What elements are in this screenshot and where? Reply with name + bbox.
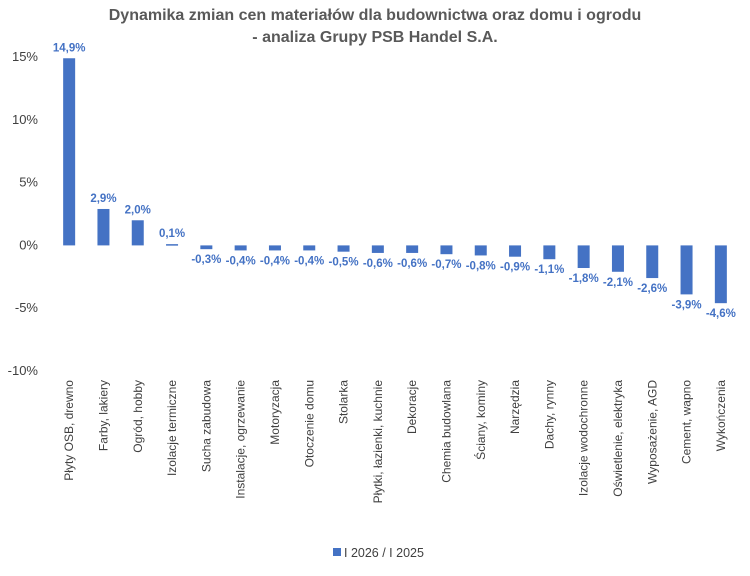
- bar: [131, 220, 144, 246]
- data-label: -2,6%: [637, 283, 667, 295]
- bar: [474, 245, 487, 256]
- bar: [234, 245, 247, 251]
- bar: [268, 245, 281, 251]
- bar: [680, 245, 693, 295]
- x-tick-label: Oświetlenie, elektryka: [611, 380, 625, 497]
- x-tick-label: Płyty OSB, drewno: [62, 380, 76, 481]
- bar: [611, 245, 624, 272]
- data-label: 2,9%: [90, 193, 116, 205]
- data-label: -0,7%: [431, 259, 461, 271]
- bar: [63, 58, 76, 246]
- bar: [97, 208, 110, 246]
- bar: [303, 245, 316, 251]
- x-tick-label: Otoczenie domu: [302, 380, 316, 467]
- y-tick-label: 0%: [19, 237, 38, 252]
- legend-swatch: [333, 548, 341, 556]
- data-label: -0,4%: [260, 255, 290, 267]
- y-tick-label: -5%: [15, 300, 39, 315]
- data-label: 2,0%: [125, 204, 151, 216]
- bars-group: 14,9% 2,9% 2,0% 0,1% -0,3% -0,4% -0,4% -0,4% -0,…: [53, 42, 736, 320]
- bar: [440, 245, 453, 255]
- bar: [166, 244, 179, 246]
- x-tick-label: Izolacje wodochronne: [577, 380, 591, 496]
- data-label: -4,6%: [706, 308, 736, 320]
- bar: [371, 245, 384, 253]
- x-tick-label: Ściany, kominy: [473, 380, 488, 460]
- x-tick-label: Dachy, rynny: [542, 380, 556, 449]
- data-label: -0,6%: [363, 258, 393, 270]
- x-tick-label: Stolarka: [337, 380, 351, 424]
- data-label: 0,1%: [159, 228, 185, 240]
- legend: I 2026 / I 2025: [333, 546, 424, 560]
- data-label: -2,1%: [603, 277, 633, 289]
- x-tick-label: Wykończenia: [714, 380, 728, 452]
- bar: [200, 245, 213, 250]
- data-label: -0,5%: [329, 257, 359, 269]
- x-axis: Płyty OSB, drewno Farby, lakiery Ogród, ho…: [62, 380, 728, 504]
- data-label: -0,4%: [294, 255, 324, 267]
- bar: [577, 245, 590, 269]
- bar: [406, 245, 419, 253]
- x-tick-label: Farby, lakiery: [96, 380, 110, 451]
- y-axis: 15% 10% 5% 0% -5% -10%: [8, 49, 39, 378]
- x-tick-label: Dekoracje: [405, 380, 419, 434]
- data-label: -0,4%: [226, 255, 256, 267]
- legend-label: I 2026 / I 2025: [344, 546, 424, 560]
- x-tick-label: Chemia budowlana: [439, 380, 453, 483]
- y-tick-label: -10%: [8, 363, 39, 378]
- y-tick-label: 10%: [12, 112, 38, 127]
- x-tick-label: Instalacje, ogrzewanie: [234, 380, 248, 499]
- x-tick-label: Motoryzacja: [268, 380, 282, 445]
- data-label: -1,8%: [569, 273, 599, 285]
- data-label: -1,1%: [534, 264, 564, 276]
- data-label: -0,6%: [397, 258, 427, 270]
- x-tick-label: Wyposażenie, AGD: [645, 380, 659, 484]
- x-tick-label: Cement, wapno: [680, 380, 694, 464]
- x-tick-label: Sucha zabudowa: [199, 380, 213, 472]
- bar: [543, 245, 556, 260]
- data-label: -0,9%: [500, 262, 530, 274]
- data-label: -3,9%: [672, 299, 702, 311]
- chart-title-line2: - analiza Grupy PSB Handel S.A.: [252, 29, 497, 46]
- x-tick-label: Izolacje termiczne: [165, 380, 179, 476]
- bar: [509, 245, 522, 257]
- x-tick-label: Ogród, hobby: [131, 380, 145, 453]
- y-tick-label: 5%: [19, 175, 38, 190]
- bar: [337, 245, 350, 252]
- chart-title-line1: Dynamika zmian cen materiałów dla budown…: [109, 7, 642, 24]
- bar: [646, 245, 659, 279]
- data-label: 14,9%: [53, 42, 86, 54]
- x-tick-label: Płytki, łazienki, kuchnie: [371, 380, 385, 504]
- y-tick-label: 15%: [12, 49, 38, 64]
- bar: [714, 245, 727, 304]
- data-label: -0,8%: [466, 260, 496, 272]
- x-tick-label: Narzędzia: [508, 380, 522, 434]
- data-label: -0,3%: [191, 254, 221, 266]
